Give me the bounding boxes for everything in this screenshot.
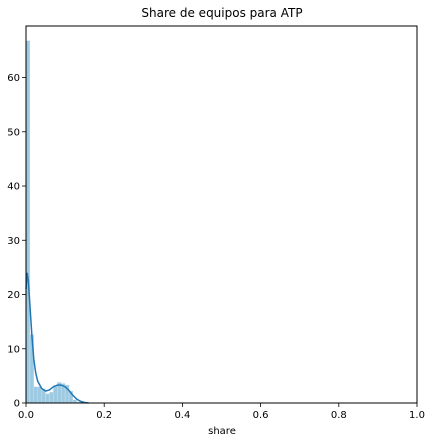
y-tick-label: 20 [7, 290, 20, 301]
y-tick-label: 40 [7, 182, 20, 193]
x-tick-label: 0.2 [96, 410, 112, 421]
chart-title: Share de equipos para ATP [141, 6, 302, 20]
x-tick-label: 1.0 [409, 410, 425, 421]
histogram-bar [53, 385, 58, 404]
y-tick-label: 50 [7, 127, 20, 138]
plot-frame [25, 25, 418, 404]
histogram-bar [37, 386, 42, 404]
y-tick-label: 10 [7, 344, 20, 355]
kde-curve [25, 272, 89, 404]
histogram-bar [49, 391, 54, 404]
x-axis-ticks: 0.0 0.2 0.4 0.6 0.8 1.0 [18, 403, 425, 421]
x-axis-label: share [208, 426, 236, 437]
histogram-bar [25, 40, 31, 404]
y-tick-label: 30 [7, 236, 20, 247]
y-tick-label: 0 [14, 399, 20, 410]
kde-curve-group [25, 272, 89, 404]
histogram-bars [25, 40, 85, 404]
x-tick-label: 0.4 [174, 410, 190, 421]
y-axis-ticks: 0 10 20 30 40 50 60 [7, 73, 26, 410]
x-tick-label: 0.8 [331, 410, 347, 421]
histogram-bar [33, 386, 38, 404]
x-tick-label: 0.0 [18, 410, 34, 421]
histogram-bar [45, 393, 50, 404]
x-tick-label: 0.6 [253, 410, 269, 421]
y-tick-label: 60 [7, 73, 20, 84]
